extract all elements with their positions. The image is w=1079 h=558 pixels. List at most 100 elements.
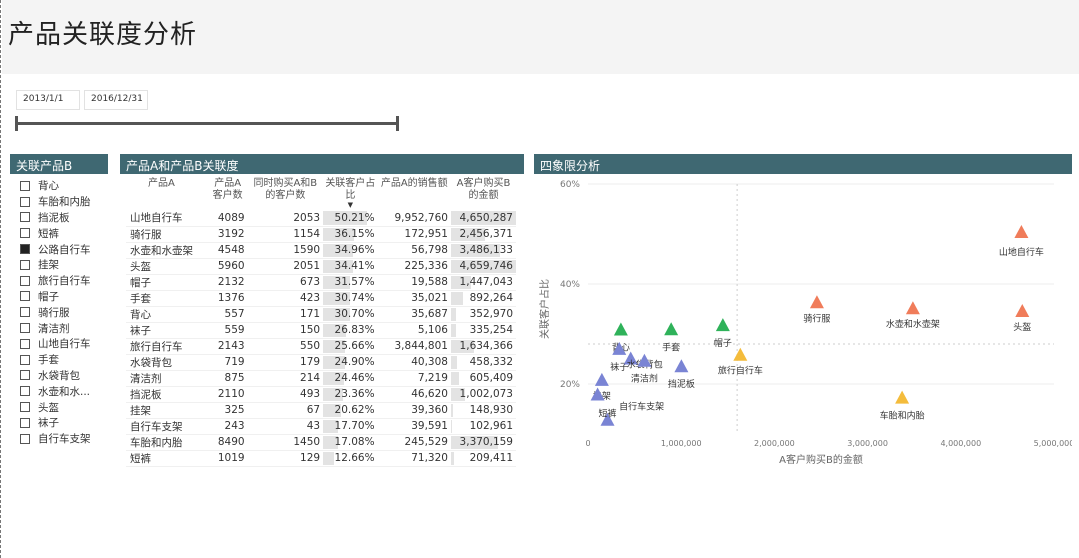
checkbox[interactable] bbox=[20, 417, 30, 428]
checkbox[interactable] bbox=[20, 402, 30, 413]
cell-product-a: 水壶和水壶架 bbox=[126, 242, 208, 259]
column-header-ab-customers[interactable]: 同时购买A和B的客户数 bbox=[253, 178, 318, 201]
slicer-item[interactable]: 背心 bbox=[20, 178, 110, 194]
checkbox[interactable] bbox=[20, 212, 30, 223]
cell-ratio-value: 23.36% bbox=[334, 388, 375, 400]
cell-ab-customers: 2051 bbox=[247, 258, 324, 275]
checkbox[interactable] bbox=[20, 259, 30, 270]
date-slider-start-handle[interactable] bbox=[15, 116, 18, 131]
table-row[interactable]: 骑行服 3192 1154 36.15% 172,951 2,456,371 bbox=[126, 226, 516, 243]
slicer-item[interactable]: 手套 bbox=[20, 352, 110, 368]
column-header-product-a[interactable]: 产品A bbox=[148, 178, 175, 189]
cell-b-amount-value: 458,332 bbox=[469, 356, 513, 368]
cell-ratio-value: 12.66% bbox=[334, 452, 375, 464]
table-row[interactable]: 手套 1376 423 30.74% 35,021 892,264 bbox=[126, 290, 516, 307]
checkbox[interactable] bbox=[20, 354, 30, 365]
slicer-item[interactable]: 骑行服 bbox=[20, 304, 110, 320]
column-header-a-customers[interactable]: 产品A客户数 bbox=[212, 178, 243, 201]
date-range-slider[interactable] bbox=[16, 122, 398, 125]
date-slider-end-handle[interactable] bbox=[396, 116, 399, 131]
table-row[interactable]: 清洁剂 875 214 24.46% 7,219 605,409 bbox=[126, 370, 516, 387]
data-bar bbox=[323, 435, 338, 449]
table-row[interactable]: 头盔 5960 2051 34.41% 225,336 4,659,746 bbox=[126, 258, 516, 275]
table-row[interactable]: 水袋背包 719 179 24.90% 40,308 458,332 bbox=[126, 354, 516, 371]
cell-a-sales: 245,529 bbox=[377, 434, 451, 451]
checkbox[interactable] bbox=[20, 244, 30, 255]
cell-ab-customers: 2053 bbox=[247, 210, 324, 227]
checkbox[interactable] bbox=[20, 275, 30, 286]
cell-ratio: 20.62% bbox=[323, 402, 378, 419]
column-header-b-amount[interactable]: A客户购买B的金额 bbox=[456, 178, 511, 201]
slicer-header: 关联产品B bbox=[10, 154, 108, 174]
slicer-item[interactable]: 挂架 bbox=[20, 257, 110, 273]
cell-product-a: 清洁剂 bbox=[126, 370, 208, 387]
slicer-item[interactable]: 袜子 bbox=[20, 415, 110, 431]
data-bar bbox=[450, 435, 498, 449]
slicer-item-label: 短裤 bbox=[38, 227, 59, 240]
column-header-a-sales[interactable]: 产品A的销售额 bbox=[380, 178, 448, 189]
checkbox[interactable] bbox=[20, 291, 30, 302]
slicer-item[interactable]: 公路自行车 bbox=[20, 241, 110, 257]
cell-b-amount: 1,634,366 bbox=[450, 338, 516, 355]
table-row[interactable]: 挂架 325 67 20.62% 39,360 148,930 bbox=[126, 402, 516, 419]
scatter-point-triangle bbox=[664, 322, 679, 336]
checkbox[interactable] bbox=[20, 323, 30, 334]
point-label: 自行车支架 bbox=[619, 401, 664, 413]
scatter-point-triangle bbox=[612, 341, 627, 355]
slicer-item[interactable]: 水壶和水... bbox=[20, 383, 110, 399]
checkbox[interactable] bbox=[20, 433, 30, 444]
scatter-point-triangle bbox=[674, 359, 689, 373]
page-title: 产品关联度分析 bbox=[8, 20, 198, 50]
table-row[interactable]: 帽子 2132 673 31.57% 19,588 1,447,043 bbox=[126, 274, 516, 291]
slicer-item[interactable]: 帽子 bbox=[20, 289, 110, 305]
cell-product-a: 水袋背包 bbox=[126, 354, 208, 371]
checkbox[interactable] bbox=[20, 180, 30, 191]
cell-b-amount-value: 148,930 bbox=[469, 404, 513, 416]
cell-ratio-value: 30.74% bbox=[334, 292, 375, 304]
table-row[interactable]: 背心 557 171 30.70% 35,687 352,970 bbox=[126, 306, 516, 323]
date-start-input[interactable]: 2013/1/1 bbox=[16, 90, 80, 110]
slicer-item[interactable]: 头盔 bbox=[20, 399, 110, 415]
column-header-ratio[interactable]: 关联客户占比 ▼ bbox=[323, 176, 378, 210]
table-row[interactable]: 车胎和内胎 8490 1450 17.08% 245,529 3,370,159 bbox=[126, 434, 516, 451]
table-row[interactable]: 自行车支架 243 43 17.70% 39,591 102,961 bbox=[126, 418, 516, 435]
x-tick-label: 0 bbox=[585, 439, 590, 448]
table-row[interactable]: 挡泥板 2110 493 23.36% 46,620 1,002,073 bbox=[126, 386, 516, 403]
slicer-item[interactable]: 自行车支架 bbox=[20, 431, 110, 447]
cell-ratio: 25.66% bbox=[323, 338, 378, 355]
cell-ratio-value: 30.70% bbox=[334, 308, 375, 320]
checkbox[interactable] bbox=[20, 386, 30, 397]
checkbox[interactable] bbox=[20, 307, 30, 318]
slicer-item-label: 旅行自行车 bbox=[38, 275, 91, 288]
table-row[interactable]: 袜子 559 150 26.83% 5,106 335,254 bbox=[126, 322, 516, 339]
cell-ratio-value: 24.46% bbox=[334, 372, 375, 384]
data-bar bbox=[450, 291, 464, 305]
slicer-item[interactable]: 挡泥板 bbox=[20, 210, 110, 226]
cell-ratio-value: 36.15% bbox=[334, 228, 375, 240]
slicer-item[interactable]: 旅行自行车 bbox=[20, 273, 110, 289]
data-bar bbox=[323, 291, 350, 305]
cell-ratio-value: 34.96% bbox=[334, 244, 375, 256]
table-row[interactable]: 短裤 1019 129 12.66% 71,320 209,411 bbox=[126, 450, 516, 467]
table-row[interactable]: 山地自行车 4089 2053 50.21% 9,952,760 4,650,287 bbox=[126, 210, 516, 227]
checkbox[interactable] bbox=[20, 228, 30, 239]
table-row[interactable]: 水壶和水壶架 4548 1590 34.96% 56,798 3,486,133 bbox=[126, 242, 516, 259]
cell-a-customers: 2132 bbox=[207, 274, 248, 291]
slicer-item[interactable]: 水袋背包 bbox=[20, 368, 110, 384]
cell-a-customers: 559 bbox=[207, 322, 248, 339]
cell-b-amount: 4,659,746 bbox=[450, 258, 516, 275]
cell-ratio-value: 34.41% bbox=[334, 260, 375, 272]
checkbox[interactable] bbox=[20, 196, 30, 207]
slicer-item[interactable]: 山地自行车 bbox=[20, 336, 110, 352]
slicer-item[interactable]: 车胎和内胎 bbox=[20, 194, 110, 210]
table-row[interactable]: 旅行自行车 2143 550 25.66% 3,844,801 1,634,366 bbox=[126, 338, 516, 355]
slicer-item[interactable]: 清洁剂 bbox=[20, 320, 110, 336]
checkbox[interactable] bbox=[20, 338, 30, 349]
x-tick-label: 2,000,000 bbox=[754, 439, 795, 448]
cell-a-sales: 3,844,801 bbox=[377, 338, 451, 355]
date-end-input[interactable]: 2016/12/31 bbox=[84, 90, 148, 110]
slicer-item[interactable]: 短裤 bbox=[20, 225, 110, 241]
cell-ratio: 31.57% bbox=[323, 274, 378, 291]
checkbox[interactable] bbox=[20, 370, 30, 381]
cell-b-amount: 3,486,133 bbox=[450, 242, 516, 259]
